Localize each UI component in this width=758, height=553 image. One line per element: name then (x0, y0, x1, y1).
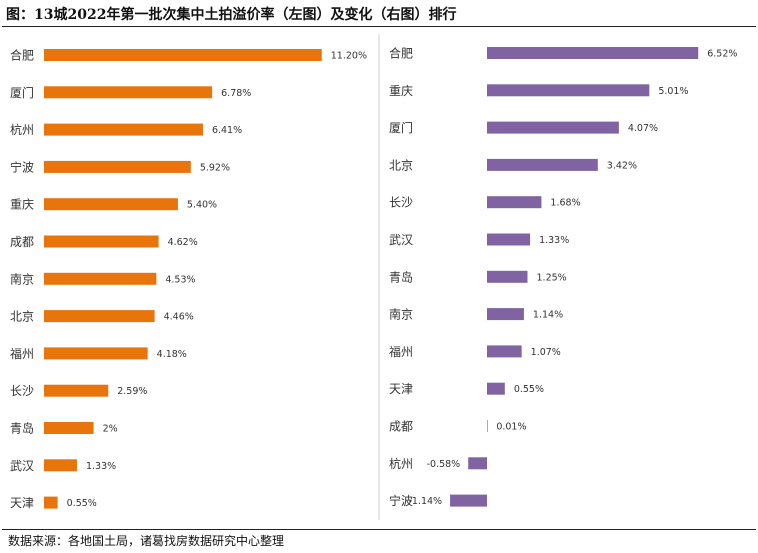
left-bar (44, 347, 148, 360)
left-category-label: 重庆 (10, 198, 34, 212)
right-value-label: 6.52% (707, 49, 737, 60)
right-category-label: 杭州 (389, 456, 413, 471)
left-bar (44, 86, 213, 99)
left-bar (44, 160, 191, 173)
left-category-label: 厦门 (10, 85, 34, 100)
right-bar (487, 47, 699, 59)
right-category-label: 成都 (389, 420, 413, 434)
left-value-label: 11.20% (331, 51, 367, 62)
right-value-label: -0.58% (427, 459, 461, 470)
left-bar (44, 384, 109, 397)
left-value-label: 4.18% (157, 349, 187, 360)
right-value-label: 1.68% (550, 198, 580, 209)
left-bar (44, 235, 159, 248)
left-category-label: 杭州 (10, 122, 34, 137)
right-bar (487, 420, 488, 432)
right-bar (487, 308, 524, 321)
left-value-label: 4.53% (165, 274, 195, 285)
right-value-label: 1.07% (531, 347, 561, 358)
right-bar (487, 84, 650, 97)
right-value-label: 1.25% (537, 272, 567, 283)
right-bar (487, 345, 522, 358)
right-value-label: 3.42% (607, 160, 637, 171)
left-category-label: 北京 (10, 310, 34, 324)
right-category-label: 福州 (389, 344, 413, 359)
left-value-label: 5.40% (187, 200, 217, 211)
left-category-label: 合肥 (10, 48, 34, 63)
left-value-label: 1.33% (86, 461, 116, 472)
right-category-label: 北京 (389, 158, 413, 172)
left-value-label: 0.55% (67, 498, 97, 509)
left-bar (44, 459, 77, 472)
chart-title: 图：13城2022年第一批次集中土拍溢价率（左图）及变化（右图）排行 (6, 7, 457, 23)
right-category-label: 南京 (389, 307, 413, 322)
left-category-label: 成都 (10, 235, 34, 249)
right-bar (450, 494, 487, 507)
left-bar (44, 422, 94, 434)
right-bar (487, 158, 598, 171)
right-value-label: 0.01% (496, 422, 526, 433)
left-bar (44, 496, 58, 509)
right-bar (487, 270, 528, 283)
right-value-label: 1.33% (539, 235, 569, 246)
right-bar (487, 121, 619, 134)
right-bar (487, 382, 505, 395)
left-category-label: 长沙 (10, 384, 34, 398)
right-value-label: 0.55% (514, 384, 544, 395)
left-bar (44, 49, 322, 61)
left-bar (44, 123, 203, 136)
right-value-label: 4.07% (628, 123, 658, 134)
right-bar (487, 196, 542, 209)
right-category-label: 厦门 (389, 120, 413, 135)
left-value-label: 5.92% (200, 162, 230, 173)
left-value-label: 2% (103, 424, 118, 435)
chart-frame (2, 26, 756, 530)
left-value-label: 4.62% (168, 237, 198, 248)
right-value-label: 5.01% (658, 86, 688, 97)
right-category-label: 天津 (389, 382, 413, 396)
left-bar (44, 310, 155, 323)
right-category-label: 重庆 (389, 84, 413, 98)
left-category-label: 青岛 (10, 421, 34, 436)
left-category-label: 武汉 (10, 459, 34, 473)
right-bar (468, 457, 487, 470)
right-value-label: 1.14% (533, 310, 563, 321)
left-category-label: 南京 (10, 271, 34, 286)
left-value-label: 6.78% (221, 88, 251, 99)
right-category-label: 合肥 (389, 46, 413, 61)
left-value-label: 4.46% (164, 312, 194, 323)
right-category-label: 宁波 (389, 493, 413, 508)
left-category-label: 宁波 (10, 159, 34, 174)
left-value-label: 2.59% (117, 386, 147, 397)
left-bar (44, 272, 157, 285)
left-value-label: 6.41% (212, 125, 242, 136)
left-bar (44, 198, 178, 211)
left-category-label: 天津 (10, 496, 34, 510)
right-value-label: -1.14% (408, 496, 442, 507)
right-bar (487, 233, 531, 246)
right-category-label: 武汉 (389, 233, 413, 247)
source-note: 数据来源：各地国土局，诸葛找房数据研究中心整理 (8, 534, 285, 548)
right-category-label: 长沙 (389, 196, 413, 210)
left-category-label: 福州 (10, 346, 34, 361)
right-category-label: 青岛 (389, 269, 413, 284)
